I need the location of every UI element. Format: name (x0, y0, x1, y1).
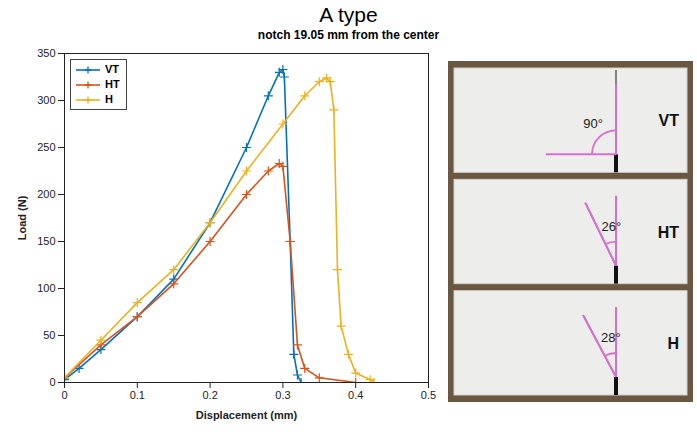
html-text:HT: HT (105, 78, 120, 90)
svg-text:300: 300 (37, 94, 55, 106)
svg-text:350: 350 (37, 47, 55, 59)
html-text:VT: VT (105, 63, 120, 75)
svg-text:0.1: 0.1 (130, 389, 145, 401)
svg-text:H: H (667, 335, 679, 352)
html-text:H: H (105, 93, 113, 105)
svg-text:100: 100 (37, 282, 55, 294)
svg-text:28°: 28° (601, 330, 621, 345)
svg-text:26°: 26° (602, 219, 622, 234)
svg-text:90°: 90° (583, 116, 603, 131)
svg-text:200: 200 (37, 188, 55, 200)
svg-text:VT: VT (659, 112, 680, 129)
svg-text:HT: HT (658, 224, 680, 241)
html-text:notch 19.05 mm from the center: notch 19.05 mm from the center (257, 28, 440, 42)
svg-text:50: 50 (43, 329, 55, 341)
html-text:A type: A type (319, 3, 378, 26)
svg-text:Load (N): Load (N) (16, 195, 28, 240)
svg-text:0: 0 (61, 389, 67, 401)
svg-text:250: 250 (37, 141, 55, 153)
svg-text:Displacement (mm): Displacement (mm) (196, 409, 298, 421)
svg-text:0.3: 0.3 (275, 389, 290, 401)
svg-text:0.4: 0.4 (348, 389, 363, 401)
svg-text:150: 150 (37, 235, 55, 247)
svg-text:0.5: 0.5 (421, 389, 436, 401)
svg-text:0.2: 0.2 (202, 389, 217, 401)
svg-text:0: 0 (49, 376, 55, 388)
